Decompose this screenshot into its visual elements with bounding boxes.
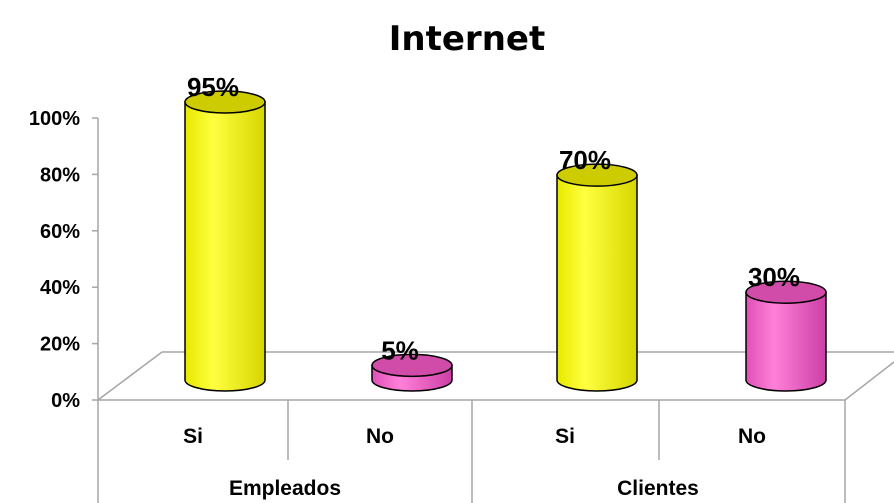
y-tick-label: 40% [40,277,80,299]
data-label: 30% [748,262,800,292]
bar-si-2: 70% [556,145,638,392]
data-label: 5% [381,335,419,365]
group-label: Empleados [229,477,341,500]
category-label: Si [183,425,203,448]
bar-body [556,174,638,392]
data-label: 70% [559,145,611,175]
bar-top [745,280,827,304]
category-label: Si [555,425,575,448]
bar-body [745,291,827,392]
category-label: No [366,425,394,448]
y-tick-label: 100% [29,108,80,130]
y-axis-ticks: 0% 20% 40% 60% 80% 100% [29,108,98,412]
bar-body [184,101,266,392]
group-label: Clientes [617,477,699,500]
category-label: No [738,425,766,448]
y-tick-label: 0% [51,390,80,412]
bar-top [184,90,266,114]
bar-si-0: 95% [184,72,266,392]
y-tick-label: 60% [40,221,80,243]
bar-top [556,163,638,187]
floor-right-edge [844,361,894,401]
category-labels: Si No Si No Empleados Clientes [183,425,766,500]
floor-left-edge [97,351,163,401]
data-label: 95% [187,72,239,102]
chart-title: Internet [389,19,545,59]
bar-top [371,353,453,378]
category-grid [97,400,846,503]
y-tick-label: 20% [40,334,80,356]
bar-no-1: 5% [371,335,453,392]
bar-no-3: 30% [745,262,827,392]
bars: 95% 5% 70% 30% [184,72,827,392]
y-tick-label: 80% [40,164,80,186]
